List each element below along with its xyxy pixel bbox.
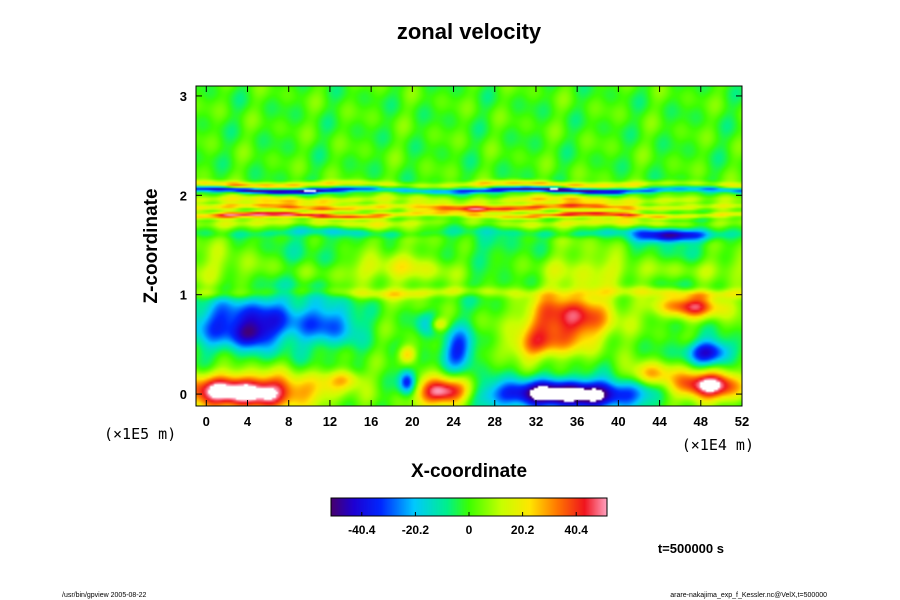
time-label: t=500000 s (658, 541, 724, 556)
x-tick-label: 44 (652, 414, 667, 429)
x-tick-label: 28 (488, 414, 502, 429)
colorbar: -40.4 -20.2 0 20.2 40.4 (330, 497, 608, 537)
y-tick-label: 0 (180, 387, 187, 402)
plot-area (195, 85, 743, 407)
colorbar-tick-label: 40.4 (565, 523, 589, 537)
x-tick-label: 40 (611, 414, 625, 429)
colorbar-tick-label: -20.2 (402, 523, 430, 537)
chart-title: zonal velocity (397, 19, 542, 44)
x-tick-label: 8 (285, 414, 292, 429)
colorbar-gradient (331, 498, 607, 516)
footer-left: /usr/bin/gpview 2005-08-22 (62, 592, 147, 599)
colorbar-tick-label: -40.4 (348, 523, 376, 537)
x-tick-label: 52 (735, 414, 749, 429)
x-tick-label: 48 (694, 414, 708, 429)
y-tick-label: 1 (180, 288, 187, 303)
colorbar-tick-label: 20.2 (511, 523, 535, 537)
y-axis-label: Z-coordinate (141, 188, 162, 303)
x-tick-label: 36 (570, 414, 584, 429)
footer-right: arare-nakajima_exp_f_Kessler.nc@VelX,t=5… (670, 592, 827, 599)
x-tick-label: 16 (364, 414, 378, 429)
x-axis-ticks: 0 4 8 12 16 20 24 28 32 36 40 44 48 52 (203, 86, 749, 429)
x-tick-label: 0 (203, 414, 210, 429)
heatmap-field (196, 86, 742, 406)
x-tick-label: 20 (405, 414, 419, 429)
plot-frame (195, 85, 743, 407)
x-tick-label: 24 (446, 414, 461, 429)
x-tick-label: 4 (244, 414, 252, 429)
y-axis-ticks: 0 1 2 3 (180, 89, 742, 402)
y-tick-label: 2 (180, 188, 187, 203)
x-axis-label: X-coordinate (411, 461, 527, 482)
x-tick-label: 32 (529, 414, 543, 429)
y-scale-label: (×1E5 m) (104, 425, 176, 443)
colorbar-tick-label: 0 (466, 523, 473, 537)
y-tick-label: 3 (180, 89, 187, 104)
colorbar-ticks: -40.4 -20.2 0 20.2 40.4 (348, 512, 588, 537)
x-scale-label: (×1E4 m) (682, 436, 754, 454)
x-tick-label: 12 (323, 414, 337, 429)
